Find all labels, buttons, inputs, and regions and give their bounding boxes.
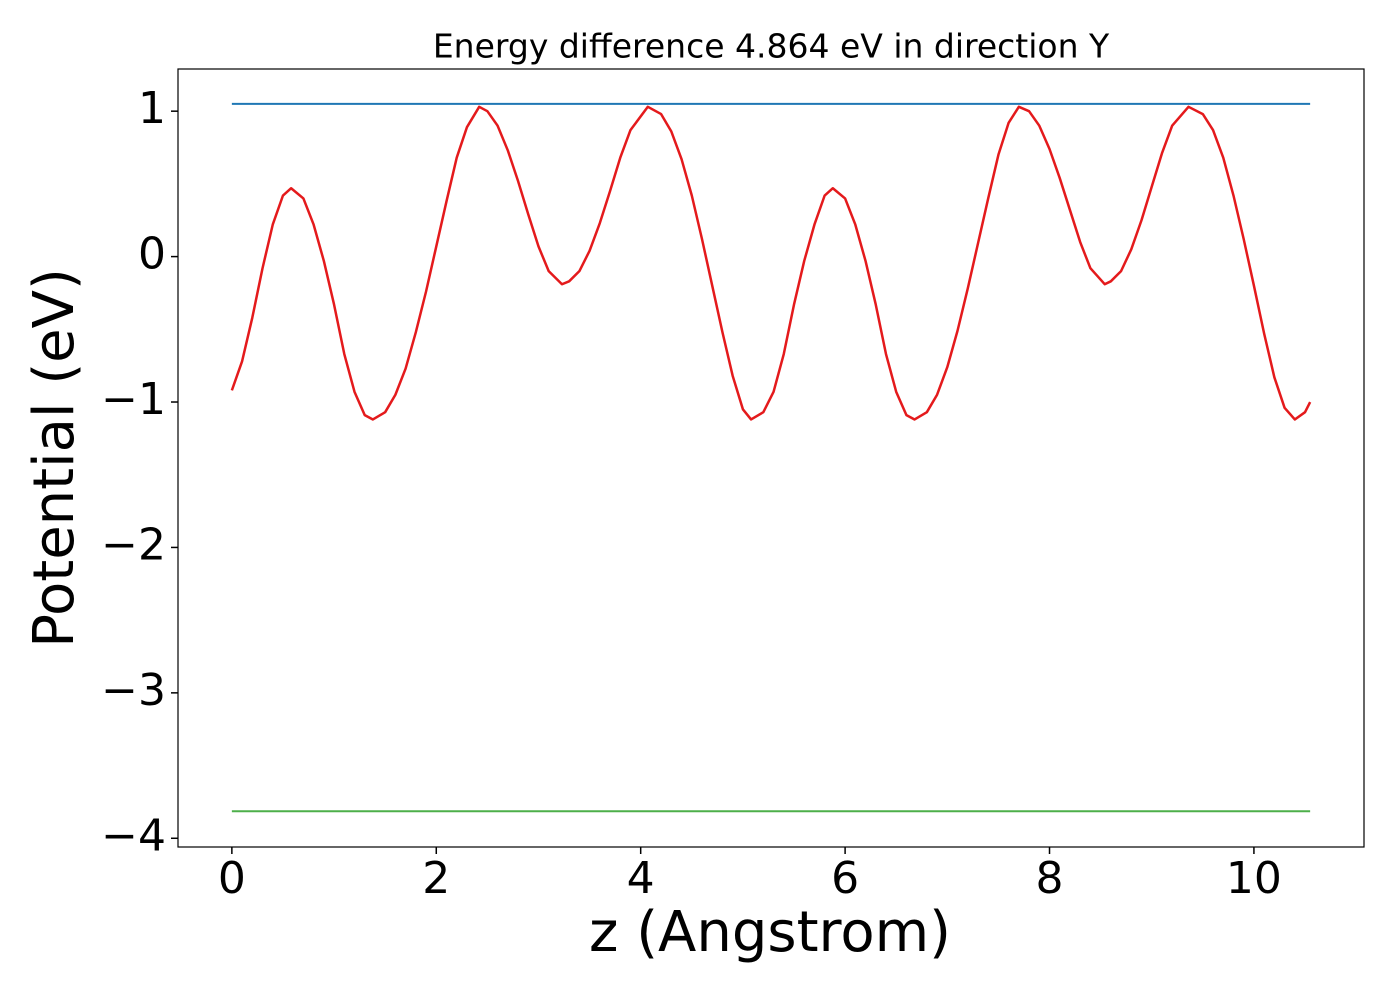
plot-frame [177, 68, 1365, 848]
y-tick-label: 1 [138, 83, 166, 134]
x-tick-label: 10 [1226, 853, 1282, 904]
chart-title: Energy difference 4.864 eV in direction … [433, 27, 1110, 66]
x-tick-label: 2 [422, 853, 450, 904]
x-tick-label: 8 [1036, 853, 1064, 904]
x-tick-label: 6 [831, 853, 859, 904]
x-axis-label: z (Angstrom) [589, 900, 951, 965]
y-axis-label: Potential (eV) [22, 268, 87, 648]
y-tick-label: −1 [101, 374, 166, 425]
y-tick-label: −2 [101, 519, 166, 570]
y-tick-label: −4 [101, 810, 166, 861]
y-tick-label: −3 [101, 665, 166, 716]
x-tick-label: 4 [627, 853, 655, 904]
line [230, 105, 1312, 421]
y-tick-label: 0 [138, 229, 166, 280]
x-tick-label: 0 [218, 853, 246, 904]
